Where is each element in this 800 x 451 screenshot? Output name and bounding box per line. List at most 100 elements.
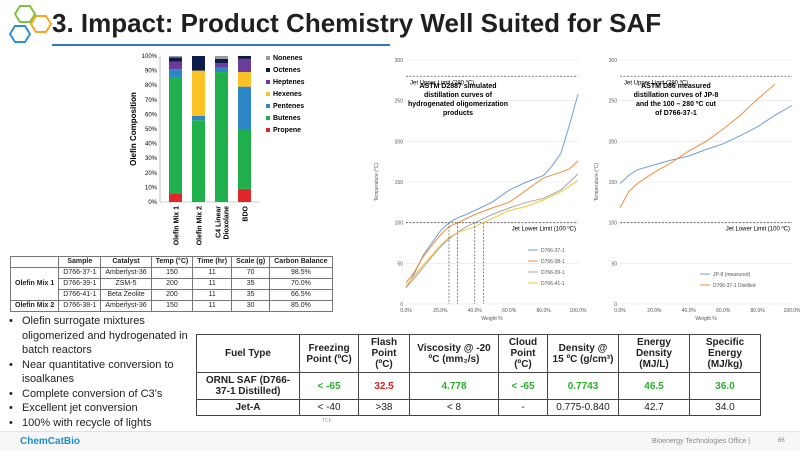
y-tick-label: 250 [609,99,618,105]
legend-label: D766-41-1 [541,281,565,287]
y-tick-label: 300 [395,58,404,64]
upper-limit-label: Jet Upper Limit (280 ºC) [624,79,688,86]
table-header: Sample [58,256,102,268]
y-tick-label: 20% [145,171,158,177]
table-cell: 66.5% [269,289,333,301]
y-tick-label: 0% [148,200,157,206]
table-row: D766-39-1 ZSM-5 200 11 35 70.0% [11,278,333,290]
fuel-name: Jet-A [196,399,300,416]
table-cell: 150 [150,300,194,312]
legend-label: D766-37-1 Distilled [713,283,756,289]
table-cell: Amberlyst-36 [100,300,152,312]
table-cell: ZSM-5 [100,278,152,290]
bar-segment [238,56,251,59]
fuel-name: ORNL SAF (D766-37-1 Distilled) [196,372,300,400]
series-line [405,173,579,289]
table-cell: D766-41-1 [58,289,102,301]
table-cell: Beta Zeolite [100,289,152,301]
x-axis-label: Weight % [481,316,503,322]
x-tick-label: 100.0% [784,308,800,314]
bullet-item: Near quantitative conversion to isoalkan… [8,358,196,387]
x-tick-label: 60.0% [502,308,517,314]
bar-segment [169,69,182,78]
y-tick-label: 40% [145,142,158,148]
table-cell: 11 [192,289,233,301]
table-cell: 30 [231,300,271,312]
y-tick-label: 0 [614,302,617,308]
legend-swatch [266,68,270,72]
fuel-cell: 36.0 [689,372,761,400]
table-cell: Amberlyst-36 [100,267,152,279]
fuel-header: Density @ 15 ºC (g/cm³) [547,334,619,373]
fuel-header: Cloud Point (ºC) [498,334,548,373]
legend-label: D766-37-1 [541,248,565,254]
series-line [619,84,776,209]
y-tick-label: 100 [609,221,618,227]
legend-label: Hexenes [273,91,302,98]
table-row: Jet-A < -40 >38 < 8 - 0.775-0.840 42.7 3… [196,399,761,416]
fuel-cell: 46.5 [618,372,690,400]
x-tick-label: 40.0% [468,308,483,314]
bar-segment [215,72,228,202]
x-tick-label: 60.0% [716,308,731,314]
table-cell: 11 [192,300,233,312]
bullet-item: Complete conversion of C3’s [8,387,196,402]
y-tick-label: 150 [395,180,404,186]
fuel-cell: 42.7 [618,399,690,416]
bar-segment [192,70,205,116]
fuel-cell: 34.0 [689,399,761,416]
legend-swatch [266,104,270,108]
bar-segment [192,120,205,202]
table-header [9,256,60,268]
fuel-cell: 32.5 [358,372,410,400]
table-note: TCF [322,418,332,424]
x-tick-label: Olefin Mix 1 [174,206,181,245]
y-tick-label: 30% [145,156,158,162]
bar-segment [238,129,251,189]
fuel-cell: 0.7743 [547,372,619,400]
lower-limit-label: Jet Lower Limit (100 ºC) [512,226,576,233]
legend-label: D766-39-1 [541,270,565,276]
table-cell: 11 [192,278,233,290]
fuel-header: Fuel Type [196,334,300,373]
table-header: Carbon Balance [269,256,333,268]
table-header: Scale (g) [231,256,271,268]
x-tick-label: Olefin Mix 2 [197,206,204,245]
x-tick-label: 0.0% [614,308,626,314]
bar-segment [169,61,182,70]
table-header: Time (hr) [192,256,233,268]
title-underline [52,44,390,46]
bullet-item: Olefin surrogate mixtures oligomerized a… [8,314,196,358]
legend-label: Butenes [273,115,301,122]
table-row: D766-41-1 Beta Zeolite 200 11 35 66.5% [11,289,333,301]
x-tick-label: 20.0% [433,308,448,314]
series-line [405,160,579,284]
table-row: Olefin Mix 1 D766-37-1 Amberlyst-36 150 11 70… [9,267,333,301]
legend-swatch [266,128,270,132]
fuel-properties-table: Fuel Type Freezing Point (ºC) Flash Poin… [196,334,761,416]
bar-segment [238,58,251,73]
group-label: Olefin Mix 2 [9,300,60,312]
legend-label: Nonenes [273,55,303,62]
table-cell: 11 [192,267,233,279]
table-cell: 70.0% [269,278,333,290]
fuel-cell: < -65 [498,372,548,400]
fuel-cell: 0.775-0.840 [547,399,619,416]
y-tick-label: 100 [395,221,404,227]
table-cell: 150 [150,267,194,279]
legend-label: Octenes [273,67,301,74]
x-tick-label: 80.0% [537,308,552,314]
fuel-header: Energy Density (MJ/L) [618,334,690,373]
bar-segment [215,56,228,59]
legend-swatch [266,92,270,96]
bar-segment [169,56,182,58]
y-tick-label: 300 [609,58,618,64]
fuel-cell: - [498,399,548,416]
bar-segment [215,67,228,73]
legend-label: Pentenes [273,103,304,110]
bar-segment [192,115,205,121]
x-tick-label: C4 LinearDioxolane [216,206,231,240]
table-cell: D766-38-1 [58,300,102,312]
olefin-composition-bar-chart: Olefin Composition 0% 10% 20% 30% 40% 50% 60% 70… [129,54,305,245]
bullet-list: Olefin surrogate mixtures oligomerized a… [8,314,196,430]
